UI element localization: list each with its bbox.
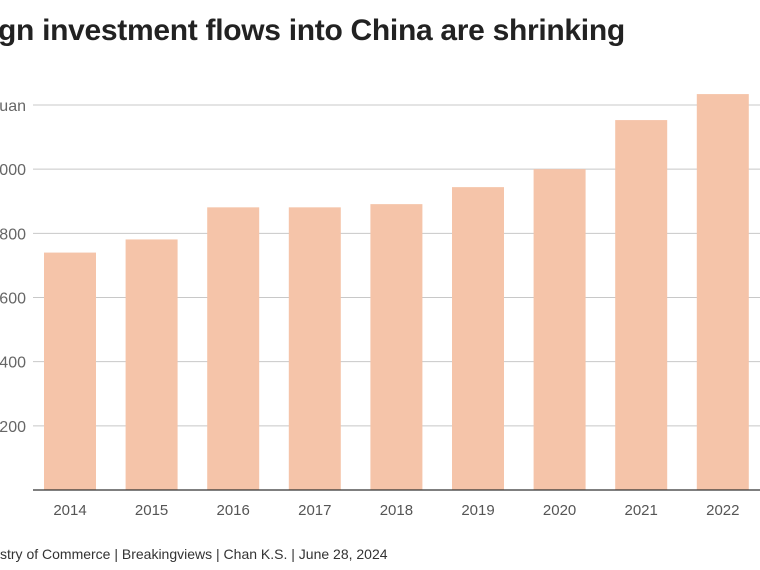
y-tick-label: 200 <box>0 419 26 436</box>
x-tick-label: 2016 <box>217 502 250 519</box>
bar-2016 <box>207 207 260 491</box>
y-tick-label: 000 <box>0 162 26 179</box>
bar-2014 <box>44 252 96 490</box>
x-tick-label: 2021 <box>625 502 658 519</box>
bar-2015 <box>125 239 178 490</box>
y-tick-label: uan <box>0 98 26 115</box>
x-tick-label: 2015 <box>135 502 168 519</box>
y-tick-label: 800 <box>0 226 26 243</box>
x-tick-label: 2018 <box>380 502 413 519</box>
y-tick-label: 600 <box>0 291 26 308</box>
x-tick-label: 2017 <box>298 502 331 519</box>
x-tick-label: 2019 <box>461 502 494 519</box>
bar-2020 <box>533 169 586 490</box>
chart-title: gn investment flows into China are shrin… <box>0 14 625 47</box>
x-tick-label: 2020 <box>543 502 576 519</box>
y-tick-label: 400 <box>0 355 26 372</box>
bar-2018 <box>370 204 423 490</box>
bar-2017 <box>288 207 341 491</box>
source-note: stry of Commerce | Breakingviews | Chan … <box>0 546 388 562</box>
x-tick-label: 2022 <box>706 502 739 519</box>
bar-2021 <box>615 120 668 491</box>
bar-2022 <box>696 94 749 490</box>
x-tick-label: 2014 <box>53 502 86 519</box>
bar-2019 <box>452 187 504 490</box>
